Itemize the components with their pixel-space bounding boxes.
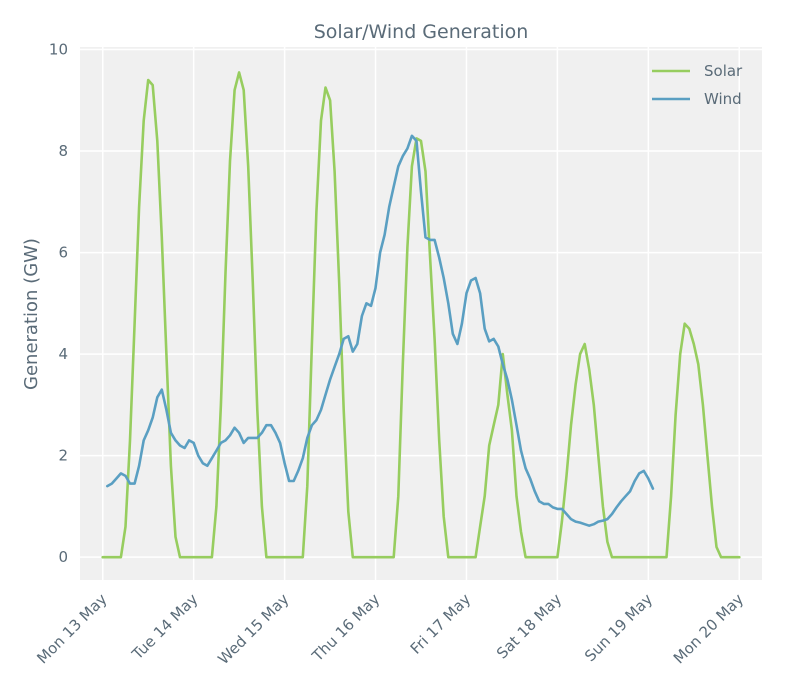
x-axis-ticks: Mon 13 May Tue 14 May Wed 15 May Thu 16 May… bbox=[33, 590, 747, 668]
legend: Solar Wind bbox=[652, 62, 743, 108]
plot-area bbox=[80, 47, 762, 580]
x-tick-label: Sun 19 May bbox=[581, 590, 656, 665]
x-tick-label: Tue 14 May bbox=[128, 590, 202, 664]
legend-label-solar: Solar bbox=[704, 62, 743, 80]
y-axis-label: Generation (GW) bbox=[21, 238, 42, 390]
grid-lines bbox=[80, 47, 762, 580]
x-tick-label: Thu 16 May bbox=[308, 590, 384, 666]
y-tick-label: 2 bbox=[58, 447, 68, 465]
x-tick-label: Wed 15 May bbox=[214, 590, 292, 668]
y-tick-label: 4 bbox=[58, 345, 68, 363]
x-tick-label: Fri 17 May bbox=[407, 590, 475, 658]
x-tick-label: Sat 18 May bbox=[493, 590, 565, 662]
y-tick-label: 10 bbox=[49, 41, 68, 59]
y-axis-ticks: 0 2 4 6 8 10 bbox=[49, 41, 68, 567]
y-tick-label: 6 bbox=[58, 244, 68, 262]
legend-label-wind: Wind bbox=[704, 90, 742, 108]
series-line-wind bbox=[106, 134, 655, 527]
y-tick-label: 8 bbox=[58, 142, 68, 160]
series-line-solar bbox=[101, 71, 741, 559]
x-tick-label: Mon 20 May bbox=[670, 590, 747, 667]
series-layer bbox=[101, 71, 741, 559]
x-tick-label: Mon 13 May bbox=[33, 590, 110, 667]
chart-title: Solar/Wind Generation bbox=[314, 21, 529, 43]
y-tick-label: 0 bbox=[58, 548, 68, 566]
